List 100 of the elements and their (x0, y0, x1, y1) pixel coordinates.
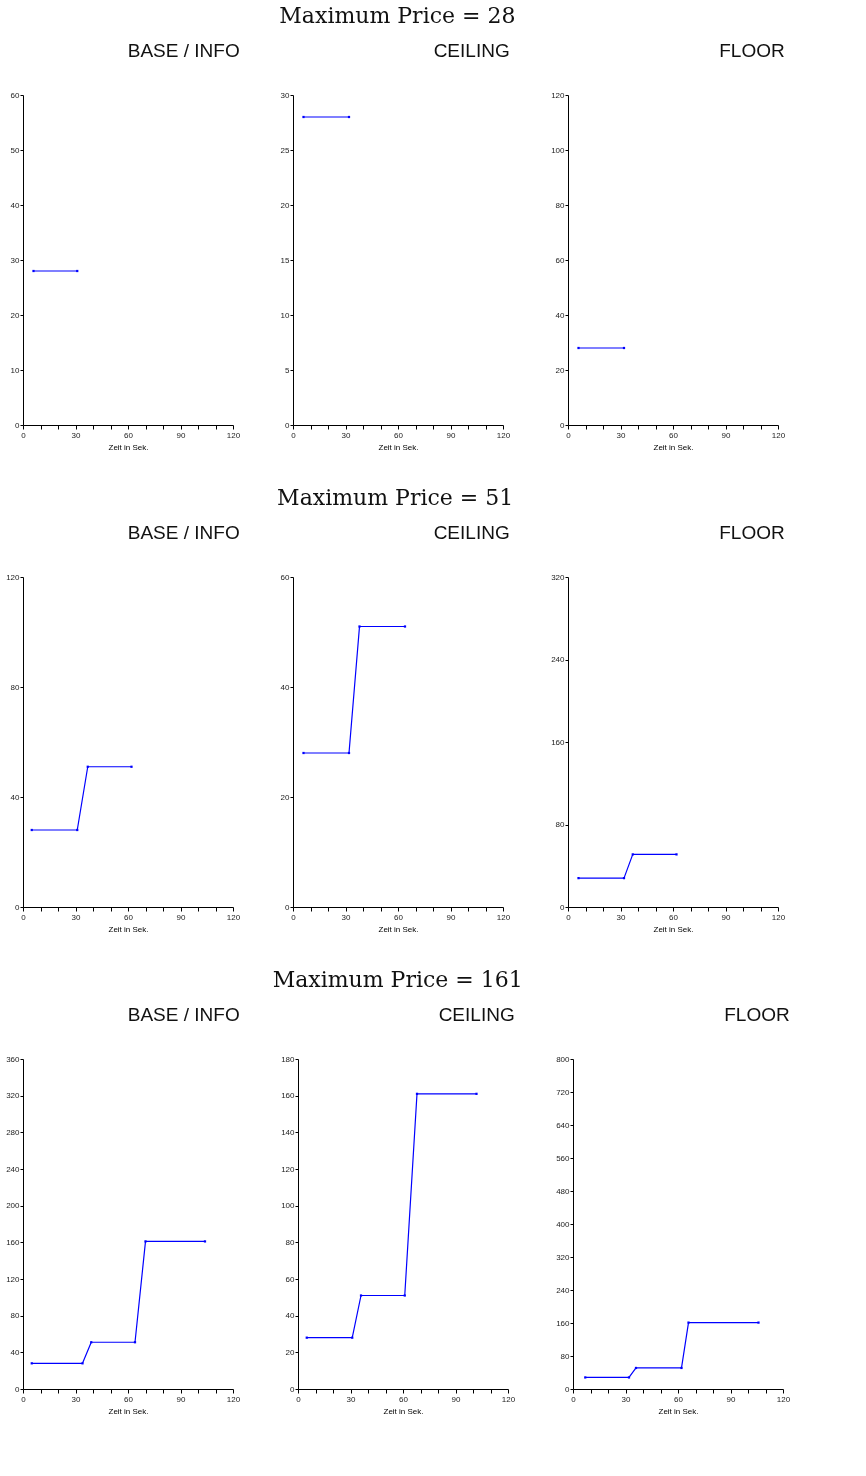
y-tick-label: 160 (281, 1091, 296, 1101)
x-tick-label: 120 (226, 912, 241, 922)
x-tick-label: 90 (721, 430, 731, 440)
y-tick-label: 280 (6, 1127, 21, 1137)
x-tick-label: 30 (71, 430, 81, 440)
chart-title: BASE / INFO (127, 1004, 240, 1025)
x-tick-label: 90 (176, 430, 186, 440)
y-tick-label: 0 (560, 902, 566, 912)
y-tick-label: 0 (15, 420, 21, 430)
y-tick-label: 10 (280, 310, 291, 320)
y-tick-label: 120 (551, 90, 566, 100)
y-tick-label: 10 (10, 365, 21, 375)
y-tick-label: 15 (280, 255, 291, 265)
x-tick-label: 60 (674, 1394, 684, 1404)
x-tick-label: 60 (124, 1394, 134, 1404)
y-tick-label: 60 (555, 255, 566, 265)
x-axis-title: Zeit in Sek. (108, 1406, 149, 1416)
y-tick-label: 80 (560, 1351, 571, 1361)
chart-title: CEILING (438, 1004, 515, 1025)
y-tick-label: 720 (556, 1087, 571, 1097)
y-tick-label: 60 (10, 90, 21, 100)
y-tick-label: 120 (6, 1274, 21, 1284)
y-tick-label: 140 (281, 1127, 296, 1137)
y-tick-label: 0 (290, 1384, 296, 1394)
y-tick-label: 80 (285, 1237, 296, 1247)
x-axis-title: Zeit in Sek. (653, 924, 694, 934)
text: Maximum Price = 51 (277, 485, 514, 510)
x-axis-title: Zeit in Sek. (378, 924, 419, 934)
x-tick-label: 30 (71, 1394, 81, 1404)
x-tick-label: 60 (669, 912, 679, 922)
chart-title: CEILING (433, 40, 510, 61)
x-tick-label: 30 (341, 912, 351, 922)
y-tick-label: 20 (280, 792, 291, 802)
point (81, 1362, 84, 1365)
y-tick-label: 40 (10, 200, 21, 210)
y-tick-label: 40 (555, 310, 566, 320)
chart-title: FLOOR (719, 40, 785, 61)
x-axis-title: Zeit in Sek. (378, 442, 419, 452)
x-tick-label: 60 (124, 912, 134, 922)
y-tick-label: 25 (280, 145, 291, 155)
y-tick-label: 80 (10, 1311, 21, 1321)
x-tick-label: 120 (496, 430, 511, 440)
y-tick-label: 20 (285, 1347, 296, 1357)
y-tick-label: 800 (556, 1054, 571, 1064)
y-tick-label: 400 (556, 1219, 571, 1229)
y-tick-label: 0 (15, 902, 21, 912)
chart-title: FLOOR (719, 522, 785, 543)
y-tick-label: 480 (556, 1186, 571, 1196)
x-tick-label: 120 (771, 912, 786, 922)
x-tick-label: 120 (771, 430, 786, 440)
x-tick-label: 30 (621, 1394, 631, 1404)
y-tick-label: 180 (281, 1054, 296, 1064)
y-tick-label: 200 (6, 1201, 21, 1211)
x-tick-label: 60 (399, 1394, 409, 1404)
x-tick-label: 120 (496, 912, 511, 922)
y-tick-label: 160 (556, 1318, 571, 1328)
x-tick-label: 120 (226, 430, 241, 440)
x-tick-label: 60 (669, 430, 679, 440)
y-tick-label: 560 (556, 1153, 571, 1163)
y-tick-label: 80 (10, 682, 21, 692)
y-tick-label: 40 (285, 1311, 296, 1321)
chart-title: BASE / INFO (127, 522, 240, 543)
y-tick-label: 160 (6, 1237, 21, 1247)
y-tick-label: 160 (551, 737, 566, 747)
y-tick-label: 40 (10, 792, 21, 802)
y-tick-label: 0 (15, 1384, 21, 1394)
y-tick-label: 120 (6, 572, 21, 582)
point (359, 1294, 363, 1297)
x-axis-title: Zeit in Sek. (658, 1406, 699, 1416)
y-tick-label: 40 (10, 1347, 21, 1357)
y-tick-label: 120 (281, 1164, 296, 1174)
x-tick-label: 90 (446, 912, 456, 922)
y-tick-label: 50 (10, 145, 21, 155)
point (680, 1366, 683, 1370)
x-tick-label: 90 (176, 912, 186, 922)
y-tick-label: 0 (285, 420, 291, 430)
y-tick-label: 240 (6, 1164, 21, 1174)
point (627, 1376, 631, 1379)
y-tick-label: 320 (556, 1252, 571, 1262)
x-tick-label: 90 (446, 430, 456, 440)
x-tick-label: 120 (226, 1394, 241, 1404)
chart-title: FLOOR (724, 1004, 790, 1025)
y-tick-label: 320 (6, 1091, 21, 1101)
x-tick-label: 30 (341, 430, 351, 440)
y-tick-label: 80 (555, 820, 566, 829)
x-tick-label: 30 (71, 912, 81, 922)
y-tick-label: 60 (280, 572, 291, 582)
text: Maximum Price = 28 (279, 3, 516, 28)
y-tick-label: 20 (555, 365, 566, 375)
chart-title: CEILING (433, 522, 510, 543)
point (584, 1376, 587, 1379)
y-tick-label: 5 (285, 365, 291, 375)
x-tick-label: 60 (394, 912, 404, 922)
x-axis-title: Zeit in Sek. (108, 924, 149, 934)
point (144, 1240, 147, 1243)
y-tick-label: 240 (551, 655, 566, 664)
y-tick-label: 100 (281, 1201, 296, 1211)
y-tick-label: 320 (551, 572, 566, 582)
x-tick-label: 60 (124, 430, 134, 440)
x-axis-title: Zeit in Sek. (383, 1406, 424, 1416)
